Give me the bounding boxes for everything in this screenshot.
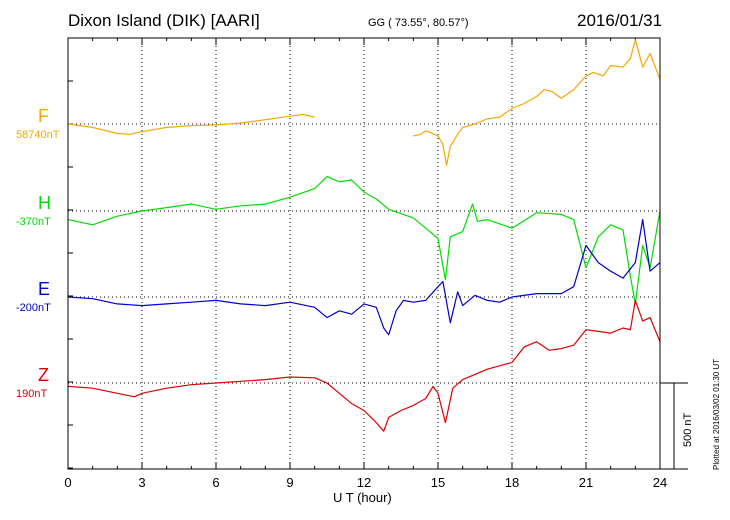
baseline-value-e: -200nT <box>16 302 51 314</box>
chart-date: 2016/01/31 <box>577 11 663 30</box>
data-series <box>67 39 661 432</box>
geo-coordinates: GG ( 73.55°, 80.57°) <box>368 17 469 29</box>
x-tick-label: 9 <box>286 475 293 490</box>
x-tick-label: 3 <box>138 475 145 490</box>
x-axis-title: U T (hour) <box>333 490 392 505</box>
scale-bar <box>660 382 688 470</box>
component-label-z: Z <box>38 365 49 385</box>
series-line-z <box>67 299 661 432</box>
series-line-h <box>67 176 661 305</box>
x-tick-label: 15 <box>431 475 445 490</box>
component-label-e: E <box>38 279 51 299</box>
axis-ticks: 0 3 6 9 12 15 18 21 24 <box>64 38 667 490</box>
component-label-h: H <box>38 193 51 213</box>
x-tick-label: 21 <box>579 475 593 490</box>
baseline-value-z: 190nT <box>16 388 48 400</box>
x-tick-label: 12 <box>357 475 371 490</box>
station-title: Dixon Island (DIK) [AARI] <box>68 11 260 30</box>
baseline-value-h: -370nT <box>16 216 51 228</box>
x-tick-label: 18 <box>505 475 519 490</box>
x-tick-label: 6 <box>212 475 219 490</box>
series-line-f <box>67 39 661 166</box>
component-label-f: F <box>38 106 49 126</box>
plotted-timestamp: Plotted at 2016/03/02 01:30 UT <box>712 358 721 470</box>
plot-frame <box>67 37 661 470</box>
series-line-e <box>67 219 661 336</box>
grid-lines <box>68 38 660 469</box>
x-tick-label: 0 <box>64 475 71 490</box>
baseline-value-f: 58740nT <box>16 129 60 141</box>
x-tick-label: 24 <box>653 475 667 490</box>
scale-bar-label: 500 nT <box>682 412 694 447</box>
